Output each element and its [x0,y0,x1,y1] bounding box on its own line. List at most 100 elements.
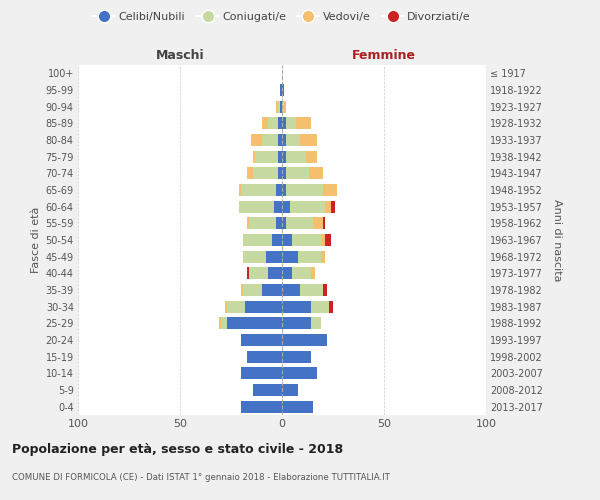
Bar [282,350,311,362]
Text: Femmine: Femmine [352,48,416,62]
Bar [282,250,298,262]
Bar [241,368,282,380]
Bar [243,250,266,262]
Bar [268,118,278,130]
Bar [247,268,250,280]
Bar [282,400,313,412]
Bar [282,134,286,146]
Bar [276,218,282,230]
Y-axis label: Fasce di età: Fasce di età [31,207,41,273]
Text: Popolazione per età, sesso e stato civile - 2018: Popolazione per età, sesso e stato civil… [12,442,343,456]
Bar [282,200,290,212]
Bar [274,200,282,212]
Bar [241,184,276,196]
Bar [296,118,311,130]
Bar [243,284,262,296]
Bar [280,84,282,96]
Bar [262,284,282,296]
Bar [256,150,278,162]
Bar [247,168,253,179]
Bar [323,284,327,296]
Bar [278,150,282,162]
Bar [282,150,286,162]
Bar [241,400,282,412]
Bar [286,168,308,179]
Bar [292,234,321,246]
Bar [282,234,292,246]
Bar [282,168,286,179]
Bar [307,150,317,162]
Bar [282,300,311,312]
Bar [286,134,301,146]
Bar [250,268,268,280]
Text: COMUNE DI FORMICOLA (CE) - Dati ISTAT 1° gennaio 2018 - Elaborazione TUTTITALIA.: COMUNE DI FORMICOLA (CE) - Dati ISTAT 1°… [12,472,390,482]
Bar [282,284,301,296]
Bar [243,234,272,246]
Bar [247,350,282,362]
Bar [282,218,286,230]
Bar [290,200,325,212]
Bar [313,218,323,230]
Bar [219,318,221,330]
Bar [253,168,278,179]
Bar [247,218,250,230]
Bar [286,184,323,196]
Bar [282,384,298,396]
Bar [282,268,292,280]
Bar [286,150,307,162]
Bar [323,184,337,196]
Bar [331,200,335,212]
Bar [301,134,317,146]
Bar [298,250,321,262]
Bar [278,100,280,112]
Bar [308,168,323,179]
Bar [282,84,284,96]
Bar [241,334,282,346]
Bar [311,300,329,312]
Bar [321,234,325,246]
Bar [225,300,227,312]
Bar [282,184,286,196]
Bar [239,200,274,212]
Bar [253,150,256,162]
Bar [276,184,282,196]
Bar [266,250,282,262]
Bar [241,284,243,296]
Bar [325,200,331,212]
Bar [253,384,282,396]
Bar [325,234,331,246]
Bar [321,250,325,262]
Bar [311,268,314,280]
Bar [284,100,286,112]
Bar [262,134,278,146]
Bar [282,100,284,112]
Bar [251,134,262,146]
Bar [292,268,311,280]
Bar [282,334,327,346]
Bar [278,118,282,130]
Bar [278,134,282,146]
Bar [227,318,282,330]
Bar [272,234,282,246]
Bar [282,368,317,380]
Bar [329,300,333,312]
Bar [323,218,325,230]
Text: Maschi: Maschi [155,48,205,62]
Bar [239,184,241,196]
Bar [250,218,276,230]
Bar [282,318,311,330]
Bar [286,218,313,230]
Bar [276,100,278,112]
Bar [227,300,245,312]
Y-axis label: Anni di nascita: Anni di nascita [553,198,562,281]
Bar [221,318,227,330]
Bar [286,118,296,130]
Bar [278,168,282,179]
Bar [301,284,323,296]
Bar [268,268,282,280]
Bar [282,118,286,130]
Bar [280,100,282,112]
Bar [262,118,268,130]
Bar [245,300,282,312]
Legend: Celibi/Nubili, Coniugati/e, Vedovi/e, Divorziati/e: Celibi/Nubili, Coniugati/e, Vedovi/e, Di… [89,8,475,26]
